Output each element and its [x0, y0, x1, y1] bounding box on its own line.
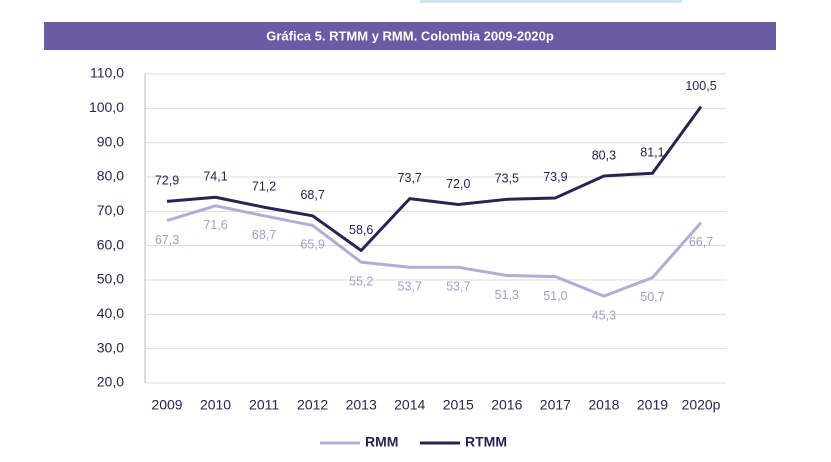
data-label: 53,7 — [398, 280, 422, 294]
y-tick-label: 110,0 — [90, 65, 124, 81]
data-label: 45,3 — [592, 308, 616, 322]
y-tick-label: 50,0 — [97, 271, 124, 287]
data-label: 71,2 — [252, 180, 276, 194]
x-tick-label: 2018 — [588, 397, 619, 413]
x-tick-label: 2010 — [200, 397, 231, 413]
data-label: 66,7 — [689, 235, 713, 249]
line-series — [166, 105, 703, 252]
x-tick-label: 2011 — [249, 397, 279, 413]
x-tick-label: 2019 — [637, 397, 668, 413]
y-tick-label: 80,0 — [97, 168, 124, 184]
line-series — [166, 204, 703, 298]
data-label: 67,3 — [155, 233, 179, 247]
data-label: 100,5 — [685, 79, 716, 93]
data-label: 71,6 — [203, 218, 227, 232]
data-label: 80,3 — [592, 148, 616, 162]
chart-title: Gráfica 5. RTMM y RMM. Colombia 2009-202… — [266, 28, 554, 43]
y-tick-label: 40,0 — [97, 305, 124, 321]
data-label: 50,7 — [640, 290, 664, 304]
data-label: 58,6 — [349, 223, 373, 237]
y-tick-label: 60,0 — [97, 236, 124, 252]
x-tick-label: 2016 — [491, 397, 522, 413]
data-label: 65,9 — [300, 238, 324, 252]
x-tick-label: 2014 — [394, 397, 425, 413]
x-tick-label: 2012 — [297, 397, 328, 413]
legend-label: RMM — [365, 434, 398, 450]
top-decoration — [420, 0, 682, 3]
y-tick-label: 20,0 — [97, 374, 124, 390]
x-tick-label: 2015 — [443, 397, 474, 413]
legend-label: RTMM — [465, 434, 507, 450]
data-label: 68,7 — [300, 188, 324, 202]
data-label: 51,0 — [543, 289, 567, 303]
data-label: 68,7 — [252, 228, 276, 242]
x-tick-label: 2009 — [151, 397, 182, 413]
data-label: 74,1 — [203, 170, 227, 184]
title-bar — [44, 22, 776, 50]
data-label: 72,9 — [155, 174, 179, 188]
data-label: 72,0 — [446, 177, 470, 191]
data-label: 73,7 — [398, 171, 422, 185]
y-tick-label: 90,0 — [97, 133, 124, 149]
x-tick-label: 2013 — [346, 397, 377, 413]
data-label: 81,1 — [640, 146, 664, 160]
y-tick-label: 30,0 — [97, 339, 124, 355]
data-label: 51,3 — [495, 288, 519, 302]
data-label: 73,9 — [543, 170, 567, 184]
y-tick-label: 100,0 — [89, 99, 124, 115]
data-label: 73,5 — [495, 172, 519, 186]
data-label: 55,2 — [349, 274, 373, 288]
y-tick-label: 70,0 — [97, 202, 124, 218]
data-label: 53,7 — [446, 280, 470, 294]
x-tick-label: 2017 — [540, 397, 571, 413]
x-tick-label: 2020p — [682, 397, 721, 413]
